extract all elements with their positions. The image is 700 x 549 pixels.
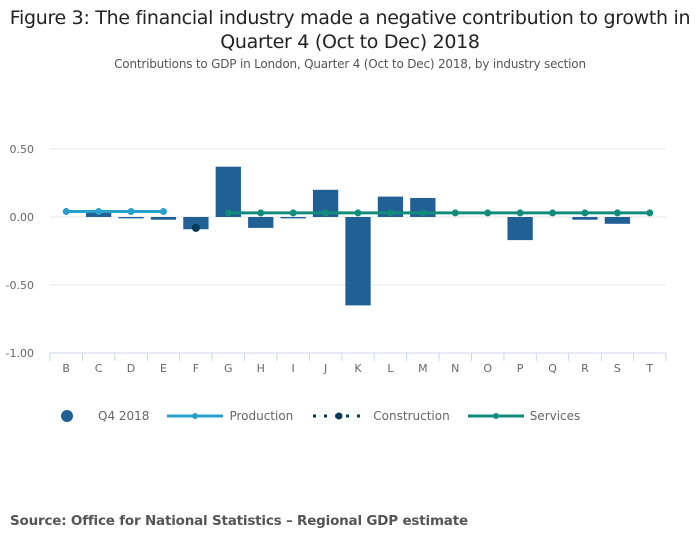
point-services-H bbox=[257, 209, 265, 217]
y-tick-label: -0.50 bbox=[6, 279, 34, 292]
legend-label: Production bbox=[229, 409, 294, 423]
legend-item-production[interactable]: Production bbox=[167, 409, 293, 423]
x-tick-label: C bbox=[95, 362, 103, 375]
legend-item-q4-2018[interactable]: Q4 2018 bbox=[60, 409, 149, 423]
line-marker-icon bbox=[167, 413, 224, 419]
x-tick-label: E bbox=[160, 362, 167, 375]
y-tick-label: 0.00 bbox=[10, 211, 35, 224]
bar-F bbox=[183, 217, 209, 230]
dotted-line-icon bbox=[313, 412, 368, 420]
circle-icon bbox=[61, 410, 73, 422]
line-series bbox=[62, 208, 654, 232]
point-services-O bbox=[484, 209, 492, 217]
legend-label: Construction bbox=[373, 409, 450, 423]
bar-E bbox=[150, 217, 177, 220]
bar-I bbox=[280, 217, 306, 219]
x-tick-label: N bbox=[451, 362, 459, 375]
x-tick-label: G bbox=[224, 362, 233, 375]
point-services-G bbox=[224, 209, 232, 217]
legend-label: Q4 2018 bbox=[98, 409, 150, 423]
bar-P bbox=[507, 217, 533, 241]
point-services-J bbox=[322, 209, 330, 217]
x-tick-label: P bbox=[517, 362, 524, 375]
x-tick-label: O bbox=[483, 362, 492, 375]
x-tick-label: J bbox=[323, 362, 327, 375]
point-construction-F bbox=[191, 223, 200, 232]
x-tick-label: Q bbox=[548, 362, 557, 375]
point-services-L bbox=[386, 209, 394, 217]
bar-S bbox=[604, 217, 631, 224]
chart-title: Figure 3: The financial industry made a … bbox=[0, 6, 700, 54]
point-services-T bbox=[646, 209, 654, 217]
bar-R bbox=[572, 217, 598, 220]
point-services-Q bbox=[549, 209, 557, 217]
point-services-I bbox=[289, 209, 297, 217]
y-tick-label: -1.00 bbox=[6, 347, 34, 360]
point-services-R bbox=[581, 209, 589, 217]
y-axis: 0.50 0.00 -0.50 -1.00 bbox=[6, 143, 34, 360]
x-tick-label: I bbox=[292, 362, 295, 375]
bar-K bbox=[345, 217, 371, 306]
point-production-B bbox=[62, 208, 70, 216]
line-marker-icon bbox=[467, 413, 524, 419]
bar-G bbox=[215, 166, 241, 217]
x-tick-label: K bbox=[354, 362, 362, 375]
bar-H bbox=[248, 217, 274, 228]
point-production-D bbox=[127, 208, 135, 216]
chart-subtitle: Contributions to GDP in London, Quarter … bbox=[114, 57, 586, 71]
bar-series-q4-2018 bbox=[85, 166, 631, 306]
x-tick-label: D bbox=[127, 362, 135, 375]
chart-plot: 0.50 0.00 -0.50 -1.00 B C D E F G H I J K L M N O P Q R S T bbox=[6, 143, 667, 375]
chart-title-line-2: Quarter 4 (Oct to Dec) 2018 bbox=[220, 31, 480, 53]
y-tick-label: 0.50 bbox=[10, 143, 35, 156]
x-tick-label: T bbox=[645, 362, 653, 375]
point-services-N bbox=[451, 209, 459, 217]
x-axis: B C D E F G H I J K L M N O P Q R S T bbox=[49, 352, 667, 375]
x-tick-label: R bbox=[581, 362, 589, 375]
point-production-C bbox=[95, 208, 103, 216]
x-tick-label: F bbox=[193, 362, 199, 375]
x-tick-label: M bbox=[418, 362, 428, 375]
legend-item-construction[interactable]: Construction bbox=[311, 409, 450, 423]
legend: Q4 2018 Production Construction Services bbox=[60, 405, 598, 427]
point-services-P bbox=[516, 209, 524, 217]
bar-D bbox=[118, 217, 144, 219]
point-services-S bbox=[613, 209, 621, 217]
legend-item-services[interactable]: Services bbox=[467, 409, 581, 423]
point-production-E bbox=[159, 208, 167, 216]
point-services-M bbox=[419, 209, 427, 217]
chart-title-line-1: Figure 3: The financial industry made a … bbox=[9, 7, 691, 29]
legend-label: Services bbox=[529, 409, 581, 423]
x-tick-label: B bbox=[62, 362, 70, 375]
x-tick-label: H bbox=[257, 362, 265, 375]
point-services-K bbox=[354, 209, 362, 217]
source-note: Source: Office for National Statistics –… bbox=[10, 513, 468, 529]
x-tick-label: L bbox=[387, 362, 394, 375]
x-tick-label: S bbox=[614, 362, 621, 375]
